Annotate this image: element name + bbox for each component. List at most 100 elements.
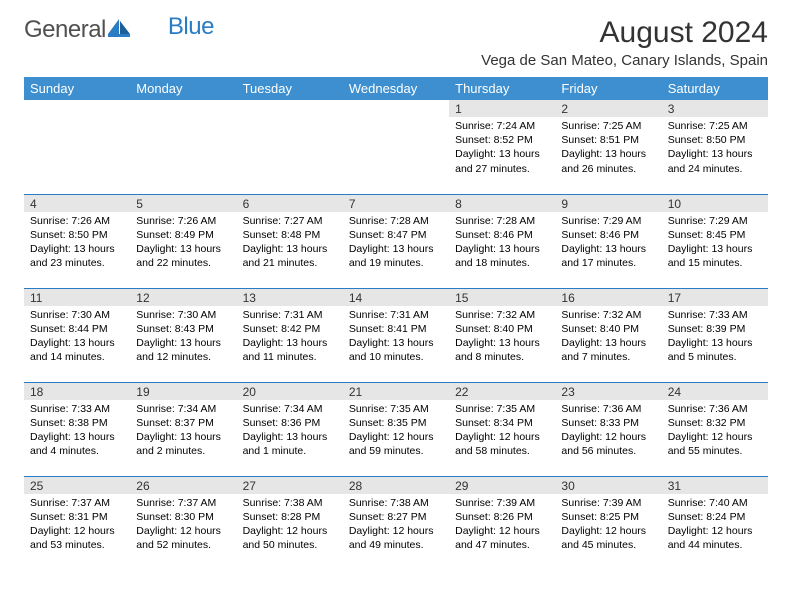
day-details: Sunrise: 7:33 AMSunset: 8:38 PMDaylight:… bbox=[24, 400, 130, 463]
weekday-header: Monday bbox=[130, 77, 236, 100]
day-cell: 18Sunrise: 7:33 AMSunset: 8:38 PMDayligh… bbox=[24, 382, 130, 476]
daylight-line: Daylight: 13 hours and 19 minutes. bbox=[349, 242, 443, 270]
day-number: 23 bbox=[555, 383, 661, 400]
sunset-line: Sunset: 8:39 PM bbox=[668, 322, 762, 336]
logo-text-blue: Blue bbox=[168, 13, 214, 41]
day-number: 19 bbox=[130, 383, 236, 400]
day-details: Sunrise: 7:25 AMSunset: 8:50 PMDaylight:… bbox=[662, 117, 768, 180]
day-number: 13 bbox=[237, 289, 343, 306]
day-cell: 4Sunrise: 7:26 AMSunset: 8:50 PMDaylight… bbox=[24, 194, 130, 288]
daylight-line: Daylight: 13 hours and 27 minutes. bbox=[455, 147, 549, 175]
day-number: 9 bbox=[555, 195, 661, 212]
day-number bbox=[24, 100, 130, 117]
daylight-line: Daylight: 13 hours and 21 minutes. bbox=[243, 242, 337, 270]
sunset-line: Sunset: 8:40 PM bbox=[561, 322, 655, 336]
daylight-line: Daylight: 13 hours and 4 minutes. bbox=[30, 430, 124, 458]
sunset-line: Sunset: 8:45 PM bbox=[668, 228, 762, 242]
day-cell: 5Sunrise: 7:26 AMSunset: 8:49 PMDaylight… bbox=[130, 194, 236, 288]
sunrise-line: Sunrise: 7:35 AM bbox=[349, 402, 443, 416]
daylight-line: Daylight: 13 hours and 18 minutes. bbox=[455, 242, 549, 270]
day-cell bbox=[237, 100, 343, 194]
day-number: 5 bbox=[130, 195, 236, 212]
sunrise-line: Sunrise: 7:25 AM bbox=[668, 119, 762, 133]
sunset-line: Sunset: 8:43 PM bbox=[136, 322, 230, 336]
day-details: Sunrise: 7:32 AMSunset: 8:40 PMDaylight:… bbox=[555, 306, 661, 369]
daylight-line: Daylight: 13 hours and 8 minutes. bbox=[455, 336, 549, 364]
day-details: Sunrise: 7:30 AMSunset: 8:43 PMDaylight:… bbox=[130, 306, 236, 369]
day-cell: 27Sunrise: 7:38 AMSunset: 8:28 PMDayligh… bbox=[237, 476, 343, 570]
daylight-line: Daylight: 13 hours and 5 minutes. bbox=[668, 336, 762, 364]
logo-sail-icon bbox=[108, 16, 130, 44]
day-details: Sunrise: 7:34 AMSunset: 8:37 PMDaylight:… bbox=[130, 400, 236, 463]
day-cell: 11Sunrise: 7:30 AMSunset: 8:44 PMDayligh… bbox=[24, 288, 130, 382]
day-number: 14 bbox=[343, 289, 449, 306]
day-cell: 28Sunrise: 7:38 AMSunset: 8:27 PMDayligh… bbox=[343, 476, 449, 570]
day-number: 8 bbox=[449, 195, 555, 212]
day-number: 12 bbox=[130, 289, 236, 306]
day-number bbox=[343, 100, 449, 117]
logo: General Blue bbox=[24, 16, 214, 44]
day-cell: 25Sunrise: 7:37 AMSunset: 8:31 PMDayligh… bbox=[24, 476, 130, 570]
sunrise-line: Sunrise: 7:33 AM bbox=[30, 402, 124, 416]
day-number: 31 bbox=[662, 477, 768, 494]
day-cell: 17Sunrise: 7:33 AMSunset: 8:39 PMDayligh… bbox=[662, 288, 768, 382]
day-details: Sunrise: 7:25 AMSunset: 8:51 PMDaylight:… bbox=[555, 117, 661, 180]
day-number: 2 bbox=[555, 100, 661, 117]
day-number: 1 bbox=[449, 100, 555, 117]
day-number: 22 bbox=[449, 383, 555, 400]
sunrise-line: Sunrise: 7:36 AM bbox=[668, 402, 762, 416]
day-cell: 30Sunrise: 7:39 AMSunset: 8:25 PMDayligh… bbox=[555, 476, 661, 570]
sunset-line: Sunset: 8:47 PM bbox=[349, 228, 443, 242]
day-details: Sunrise: 7:37 AMSunset: 8:30 PMDaylight:… bbox=[130, 494, 236, 557]
day-number: 6 bbox=[237, 195, 343, 212]
daylight-line: Daylight: 12 hours and 50 minutes. bbox=[243, 524, 337, 552]
sunrise-line: Sunrise: 7:25 AM bbox=[561, 119, 655, 133]
sunset-line: Sunset: 8:46 PM bbox=[455, 228, 549, 242]
daylight-line: Daylight: 12 hours and 44 minutes. bbox=[668, 524, 762, 552]
daylight-line: Daylight: 13 hours and 12 minutes. bbox=[136, 336, 230, 364]
day-details: Sunrise: 7:24 AMSunset: 8:52 PMDaylight:… bbox=[449, 117, 555, 180]
sunrise-line: Sunrise: 7:33 AM bbox=[668, 308, 762, 322]
day-cell: 8Sunrise: 7:28 AMSunset: 8:46 PMDaylight… bbox=[449, 194, 555, 288]
day-cell: 10Sunrise: 7:29 AMSunset: 8:45 PMDayligh… bbox=[662, 194, 768, 288]
day-number: 10 bbox=[662, 195, 768, 212]
sunset-line: Sunset: 8:48 PM bbox=[243, 228, 337, 242]
week-row: 18Sunrise: 7:33 AMSunset: 8:38 PMDayligh… bbox=[24, 382, 768, 476]
day-cell: 7Sunrise: 7:28 AMSunset: 8:47 PMDaylight… bbox=[343, 194, 449, 288]
day-details: Sunrise: 7:28 AMSunset: 8:46 PMDaylight:… bbox=[449, 212, 555, 275]
daylight-line: Daylight: 12 hours and 55 minutes. bbox=[668, 430, 762, 458]
sunrise-line: Sunrise: 7:35 AM bbox=[455, 402, 549, 416]
day-details: Sunrise: 7:34 AMSunset: 8:36 PMDaylight:… bbox=[237, 400, 343, 463]
sunrise-line: Sunrise: 7:38 AM bbox=[243, 496, 337, 510]
sunrise-line: Sunrise: 7:36 AM bbox=[561, 402, 655, 416]
day-number: 15 bbox=[449, 289, 555, 306]
weekday-header: Friday bbox=[555, 77, 661, 100]
day-details: Sunrise: 7:37 AMSunset: 8:31 PMDaylight:… bbox=[24, 494, 130, 557]
daylight-line: Daylight: 13 hours and 22 minutes. bbox=[136, 242, 230, 270]
daylight-line: Daylight: 13 hours and 7 minutes. bbox=[561, 336, 655, 364]
sunset-line: Sunset: 8:42 PM bbox=[243, 322, 337, 336]
sunrise-line: Sunrise: 7:27 AM bbox=[243, 214, 337, 228]
daylight-line: Daylight: 12 hours and 58 minutes. bbox=[455, 430, 549, 458]
sunset-line: Sunset: 8:34 PM bbox=[455, 416, 549, 430]
week-row: 11Sunrise: 7:30 AMSunset: 8:44 PMDayligh… bbox=[24, 288, 768, 382]
day-details: Sunrise: 7:38 AMSunset: 8:27 PMDaylight:… bbox=[343, 494, 449, 557]
day-number: 16 bbox=[555, 289, 661, 306]
day-number bbox=[130, 100, 236, 117]
sunset-line: Sunset: 8:27 PM bbox=[349, 510, 443, 524]
sunrise-line: Sunrise: 7:28 AM bbox=[349, 214, 443, 228]
day-details: Sunrise: 7:27 AMSunset: 8:48 PMDaylight:… bbox=[237, 212, 343, 275]
day-cell: 21Sunrise: 7:35 AMSunset: 8:35 PMDayligh… bbox=[343, 382, 449, 476]
daylight-line: Daylight: 13 hours and 26 minutes. bbox=[561, 147, 655, 175]
sunset-line: Sunset: 8:50 PM bbox=[668, 133, 762, 147]
sunset-line: Sunset: 8:36 PM bbox=[243, 416, 337, 430]
daylight-line: Daylight: 12 hours and 56 minutes. bbox=[561, 430, 655, 458]
sunrise-line: Sunrise: 7:29 AM bbox=[668, 214, 762, 228]
day-details: Sunrise: 7:31 AMSunset: 8:41 PMDaylight:… bbox=[343, 306, 449, 369]
day-number: 30 bbox=[555, 477, 661, 494]
sunrise-line: Sunrise: 7:24 AM bbox=[455, 119, 549, 133]
day-number: 29 bbox=[449, 477, 555, 494]
sunset-line: Sunset: 8:44 PM bbox=[30, 322, 124, 336]
sunrise-line: Sunrise: 7:31 AM bbox=[349, 308, 443, 322]
daylight-line: Daylight: 12 hours and 45 minutes. bbox=[561, 524, 655, 552]
